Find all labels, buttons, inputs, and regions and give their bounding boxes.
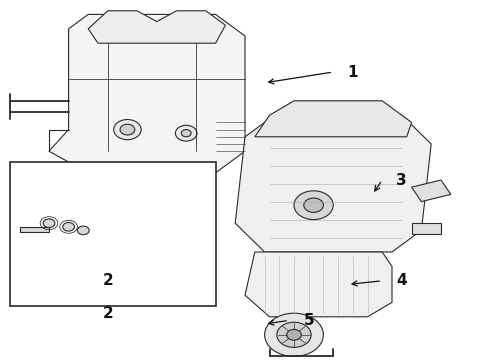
Polygon shape: [255, 101, 412, 137]
Circle shape: [175, 125, 197, 141]
Polygon shape: [412, 180, 451, 202]
Polygon shape: [412, 223, 441, 234]
Circle shape: [181, 130, 191, 137]
Circle shape: [63, 222, 74, 231]
Polygon shape: [235, 108, 431, 252]
Polygon shape: [49, 14, 245, 173]
Text: 1: 1: [347, 64, 358, 80]
Circle shape: [265, 313, 323, 356]
Text: 5: 5: [303, 313, 314, 328]
Text: 3: 3: [396, 172, 407, 188]
Text: 2: 2: [102, 273, 113, 288]
Circle shape: [77, 226, 89, 235]
Polygon shape: [245, 252, 392, 317]
Text: 4: 4: [396, 273, 407, 288]
Circle shape: [43, 219, 55, 228]
Circle shape: [294, 191, 333, 220]
Bar: [10, 162, 216, 306]
Bar: [20, 227, 49, 232]
Polygon shape: [118, 173, 206, 288]
Circle shape: [120, 124, 135, 135]
Polygon shape: [88, 11, 225, 43]
Circle shape: [287, 329, 301, 340]
Circle shape: [277, 322, 311, 347]
Text: 2: 2: [102, 306, 113, 321]
Circle shape: [304, 198, 323, 212]
Circle shape: [114, 120, 141, 140]
